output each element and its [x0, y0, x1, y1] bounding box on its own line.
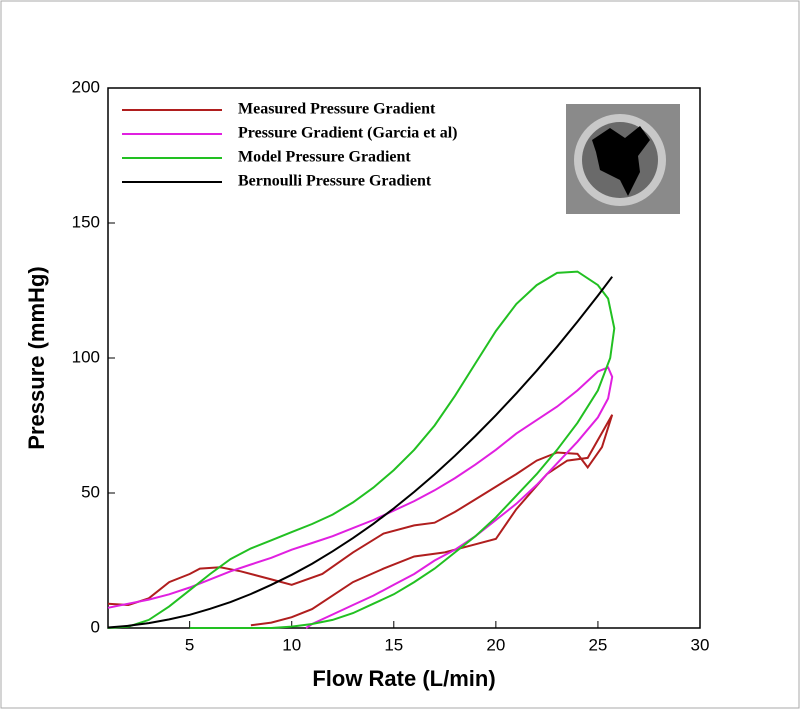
legend-label: Model Pressure Gradient	[238, 149, 411, 166]
x-tick-label: 25	[588, 635, 607, 654]
legend-label: Pressure Gradient (Garcia et al)	[238, 125, 458, 142]
series-line	[107, 276, 613, 629]
series-line	[107, 366, 614, 629]
y-tick-label: 50	[81, 482, 100, 501]
x-tick-label: 30	[691, 635, 710, 654]
series-line	[107, 414, 614, 627]
x-tick-label: 5	[185, 635, 194, 654]
y-tick-label: 200	[72, 77, 100, 96]
y-tick-label: 100	[72, 347, 100, 366]
legend-label: Bernoulli Pressure Gradient	[238, 173, 432, 190]
x-tick-label: 20	[486, 635, 505, 654]
y-tick-label: 0	[91, 617, 100, 636]
x-tick-label: 10	[282, 635, 301, 654]
x-tick-label: 15	[384, 635, 403, 654]
inset-photo	[566, 104, 680, 214]
y-axis-title: Pressure (mmHg)	[24, 266, 49, 449]
series-line	[107, 270, 616, 629]
legend-label: Measured Pressure Gradient	[238, 101, 436, 118]
photo-orifice	[592, 126, 650, 196]
y-tick-label: 150	[72, 212, 100, 231]
x-axis-title: Flow Rate (L/min)	[312, 666, 495, 691]
